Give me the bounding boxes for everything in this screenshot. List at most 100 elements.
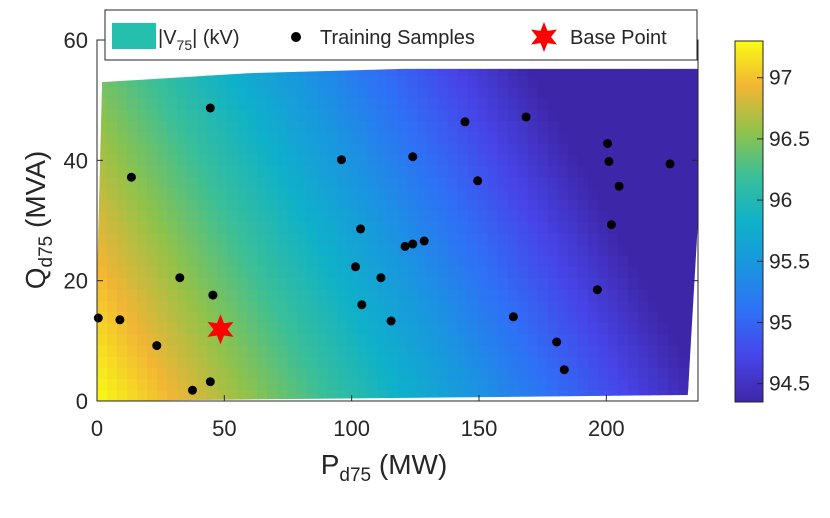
surface-cell [177, 120, 188, 133]
surface-cell [187, 277, 198, 290]
training-sample-point [559, 365, 569, 375]
surface-cell [227, 288, 238, 301]
surface-cell [497, 198, 509, 211]
surface-cell [427, 322, 439, 335]
surface-cell [487, 255, 499, 267]
surface-cell [157, 97, 168, 110]
surface-cell [487, 322, 499, 335]
surface-cell [407, 356, 419, 369]
surface-cell [467, 142, 479, 155]
surface-cell [557, 187, 569, 200]
surface-cell [397, 75, 409, 88]
surface-cell [537, 221, 549, 234]
surface-cell [367, 142, 379, 155]
surface-cell [167, 142, 178, 155]
surface-cell [487, 165, 499, 178]
surface-cell [547, 176, 559, 189]
surface-cell [687, 75, 698, 88]
surface-cell [297, 142, 309, 155]
surface-cell [137, 165, 148, 178]
surface-cell [117, 176, 128, 189]
surface-cell [357, 266, 369, 279]
surface-cell [237, 120, 248, 133]
surface-cell [217, 153, 228, 166]
surface-cell [457, 176, 469, 189]
surface-cell [597, 165, 609, 178]
surface-cell [427, 142, 439, 155]
surface-cell [397, 68, 409, 76]
surface-cell [267, 108, 278, 121]
surface-cell [187, 288, 198, 301]
surface-cell [187, 153, 198, 166]
surface-cell [577, 243, 589, 256]
surface-cell [647, 187, 659, 200]
surface-cell [617, 243, 629, 256]
surface-cell [607, 120, 619, 133]
surface-cell [657, 221, 669, 234]
surface-cell [527, 266, 539, 279]
surface-cell [147, 367, 158, 380]
surface-cell [587, 389, 599, 402]
surface-cell [467, 322, 479, 335]
surface-cell [317, 75, 329, 88]
colorbar-tick-label: 95.5 [769, 250, 810, 273]
surface-cell [687, 108, 698, 121]
surface-cell [197, 333, 208, 346]
surface-cell [167, 108, 178, 121]
scatter-points [93, 103, 675, 395]
surface-cell [307, 68, 319, 76]
surface-cell [337, 165, 349, 178]
surface-cell [627, 311, 639, 324]
surface-cell [317, 176, 329, 189]
surface-cell [367, 333, 379, 346]
surface-cell [197, 367, 208, 380]
surface-cell [367, 165, 379, 178]
surface-cell [417, 299, 429, 312]
surface-cell [627, 97, 639, 110]
surface-cell [657, 97, 669, 110]
surface-cell [557, 153, 569, 166]
surface-cell [227, 108, 238, 121]
surface-cell [187, 210, 198, 222]
surface-cell [537, 120, 549, 133]
surface-cell [397, 153, 409, 166]
surface-cell [617, 68, 629, 76]
surface-cell [127, 378, 138, 391]
surface-cell [507, 210, 519, 222]
surface-cell [467, 255, 479, 267]
training-sample-point [665, 159, 675, 169]
surface-cell [447, 367, 459, 380]
surface-cell [317, 86, 329, 99]
surface-cell [417, 198, 429, 211]
x-tick-label: 100 [333, 416, 370, 441]
surface-cell [147, 97, 158, 110]
surface-cell [277, 108, 289, 121]
surface-cell [667, 311, 679, 324]
surface-cell [317, 367, 329, 380]
surface-cell [267, 367, 278, 380]
surface-cell [187, 367, 198, 380]
surface-cell [457, 277, 469, 290]
surface-cell [287, 322, 299, 335]
surface-cell [207, 333, 218, 346]
surface-cell [527, 68, 539, 76]
surface-cell [497, 120, 509, 133]
surface-cell [207, 243, 218, 256]
surface-cell [407, 75, 419, 88]
surface-cell [297, 389, 309, 402]
surface-cell [387, 187, 399, 200]
surface-cell [207, 210, 218, 222]
surface-cell [437, 210, 449, 222]
surface-cell [427, 68, 439, 76]
surface-cell [447, 333, 459, 346]
surface-cell [657, 333, 669, 346]
legend-surface-swatch [112, 23, 156, 49]
surface-cell [577, 299, 589, 312]
surface-cell [317, 356, 329, 369]
surface-cell [337, 243, 349, 256]
surface-cell [407, 97, 419, 110]
surface-cell [177, 277, 188, 290]
surface-cell [297, 120, 309, 133]
surface-cell [567, 153, 579, 166]
surface-cell [457, 255, 469, 267]
